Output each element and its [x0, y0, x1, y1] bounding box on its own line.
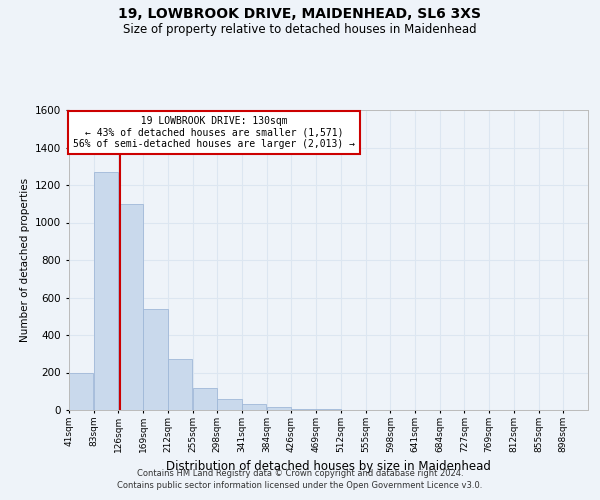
Text: 19 LOWBROOK DRIVE: 130sqm  
← 43% of detached houses are smaller (1,571)
56% of : 19 LOWBROOK DRIVE: 130sqm ← 43% of detac…: [73, 116, 355, 149]
Bar: [118, 204, 143, 410]
Text: Size of property relative to detached houses in Maidenhead: Size of property relative to detached ho…: [123, 22, 477, 36]
Bar: [69, 372, 94, 410]
Bar: [168, 360, 193, 410]
Text: 19, LOWBROOK DRIVE, MAIDENHEAD, SL6 3XS: 19, LOWBROOK DRIVE, MAIDENHEAD, SL6 3XS: [119, 8, 482, 22]
X-axis label: Distribution of detached houses by size in Maidenhead: Distribution of detached houses by size …: [166, 460, 491, 473]
Bar: [292, 408, 316, 410]
Y-axis label: Number of detached properties: Number of detached properties: [20, 178, 29, 342]
Bar: [193, 388, 217, 410]
Bar: [94, 172, 118, 410]
Text: Contains HM Land Registry data © Crown copyright and database right 2024.: Contains HM Land Registry data © Crown c…: [137, 468, 463, 477]
Bar: [242, 404, 266, 410]
Bar: [267, 407, 291, 410]
Bar: [217, 399, 242, 410]
Bar: [143, 308, 167, 410]
Text: Contains public sector information licensed under the Open Government Licence v3: Contains public sector information licen…: [118, 481, 482, 490]
